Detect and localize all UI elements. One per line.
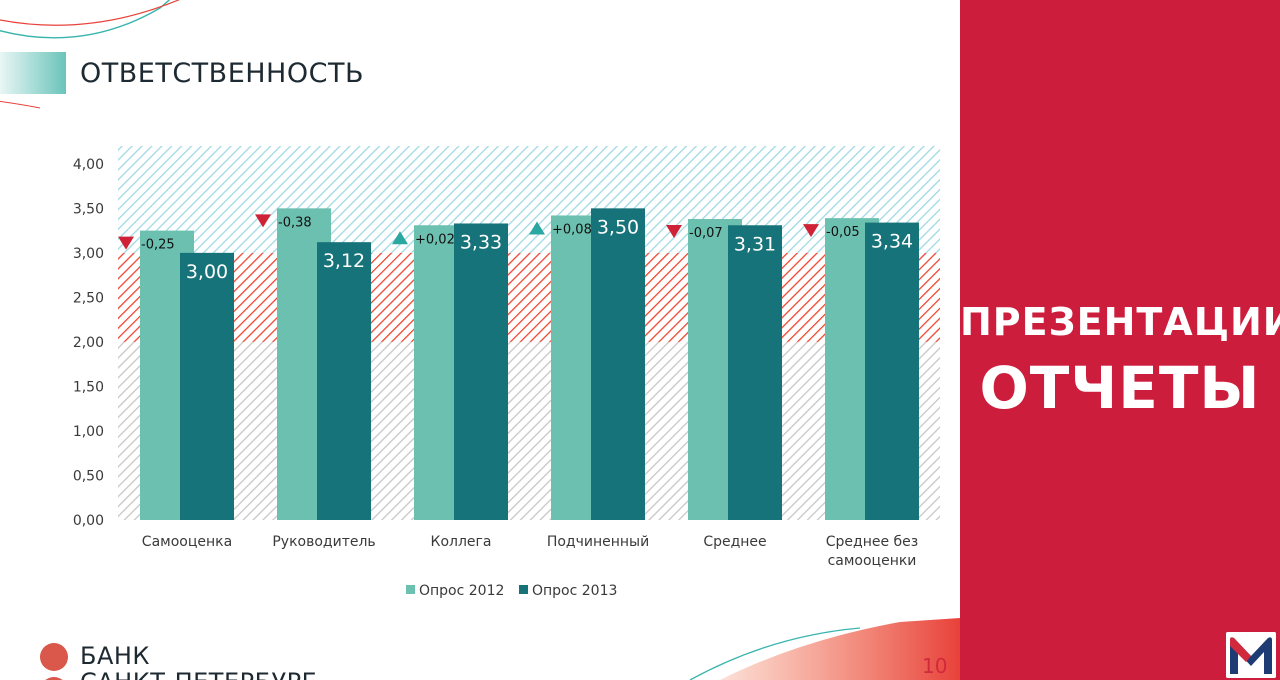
down-arrow-icon	[118, 236, 134, 250]
bar-value-label: 3,50	[597, 216, 639, 238]
decorative-arcs-bottom	[689, 618, 960, 680]
down-arrow-icon	[803, 224, 819, 238]
legend-label: Опрос 2012	[419, 583, 504, 599]
background-band	[118, 252, 940, 342]
x-category-label: Коллега	[431, 534, 492, 550]
background-bands	[118, 146, 940, 520]
bar-value-label: 3,31	[734, 233, 776, 255]
change-label: -0,07	[689, 226, 723, 241]
slide-title: ОТВЕТСТВЕННОСТЬ	[80, 58, 364, 89]
legend-swatch	[519, 585, 528, 594]
side-heading-presentations: ПРЕЗЕНТАЦИИ	[960, 300, 1280, 344]
down-arrow-icon	[666, 225, 682, 239]
y-tick-label: 1,50	[73, 379, 104, 395]
y-tick-label: 4,00	[73, 157, 104, 173]
change-label: +0,02	[415, 232, 455, 247]
up-arrow-icon	[529, 221, 545, 235]
bar-value-label: 3,34	[871, 231, 913, 253]
x-category-label: Среднее без	[826, 534, 918, 550]
m-logo-icon	[1226, 632, 1276, 678]
slide: ОТВЕТСТВЕННОСТЬ 0,00 0,50 1,00 1,50 2,00 2,50…	[0, 0, 960, 680]
x-category-label: Подчиненный	[547, 534, 649, 550]
bar-2013	[865, 222, 919, 521]
bars: 3,00 -0,25 3,12 -0,38 3,33 +0,02 3,50 +0,08 3,31…	[118, 208, 919, 521]
x-category-label: Руководитель	[272, 534, 375, 550]
page-number: 10	[922, 654, 948, 678]
up-arrow-icon	[392, 231, 408, 245]
x-category-label: самооценки	[828, 553, 917, 569]
y-tick-label: 2,00	[73, 335, 104, 351]
change-label: -0,38	[278, 215, 312, 230]
bar-value-label: 3,12	[323, 250, 365, 272]
legend-swatch	[406, 585, 415, 594]
down-arrow-icon	[255, 214, 271, 228]
y-tick-label: 0,00	[73, 513, 104, 529]
y-tick-label: 0,50	[73, 468, 104, 484]
change-label: -0,25	[141, 238, 175, 253]
bar-2013	[180, 252, 234, 520]
bar-value-label: 3,33	[460, 231, 502, 253]
bank-logo-line2: САНКТ-ПЕТЕРБУРГ	[80, 668, 317, 680]
legend: Опрос 2012 Опрос 2013	[406, 583, 617, 599]
bar-2013	[454, 223, 508, 520]
change-label: -0,05	[826, 225, 860, 240]
y-tick-label: 1,00	[73, 424, 104, 440]
y-tick-label: 3,50	[73, 201, 104, 217]
background-band	[118, 146, 940, 253]
y-tick-label: 3,00	[73, 246, 104, 262]
background-band	[118, 341, 940, 520]
side-heading-reports: ОТЧЕТЫ	[979, 354, 1261, 422]
bar-2013	[591, 208, 645, 521]
side-panel: ПРЕЗЕНТАЦИИ ОТЧЕТЫ	[960, 0, 1280, 680]
title-accent-bar	[0, 52, 66, 94]
y-axis: 0,00 0,50 1,00 1,50 2,00 2,50 3,00 3,50 4,00	[73, 157, 104, 529]
bar-2013	[728, 225, 782, 520]
decorative-arcs-top	[0, 0, 180, 109]
bar-chart: 0,00 0,50 1,00 1,50 2,00 2,50 3,00 3,50 4,00 3,0…	[73, 146, 940, 599]
x-axis: Самооценка Руководитель Коллега Подчиненный…	[142, 534, 918, 569]
change-label: +0,08	[552, 222, 592, 237]
x-category-label: Среднее	[703, 534, 766, 550]
y-tick-label: 2,50	[73, 290, 104, 306]
bar-value-label: 3,00	[186, 261, 228, 283]
bank-logo-line1: БАНК	[80, 642, 150, 670]
x-category-label: Самооценка	[142, 534, 232, 550]
legend-label: Опрос 2013	[532, 583, 617, 599]
bar-2013	[317, 242, 371, 520]
